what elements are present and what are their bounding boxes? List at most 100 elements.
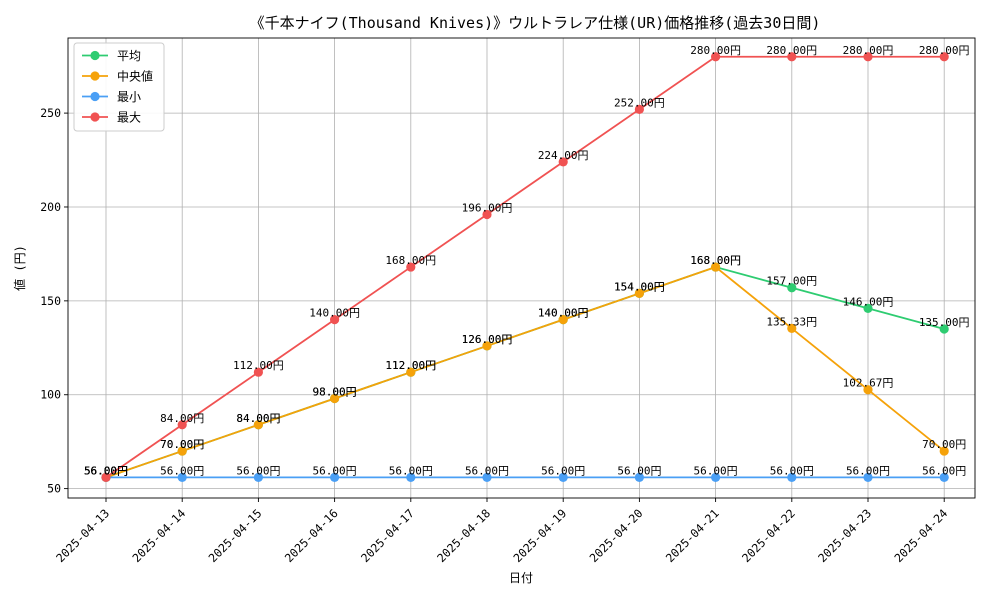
data-label: 56.00円 bbox=[84, 464, 128, 477]
data-label: 112.00円 bbox=[385, 359, 436, 372]
x-tick-label: 2025-04-16 bbox=[282, 506, 341, 565]
data-label: 56.00円 bbox=[313, 464, 357, 477]
data-point bbox=[330, 393, 340, 404]
legend-marker bbox=[90, 50, 100, 61]
x-tick-label: 2025-04-22 bbox=[739, 506, 798, 565]
data-label: 126.00円 bbox=[462, 333, 513, 346]
data-point bbox=[634, 288, 645, 298]
data-label: 112.00円 bbox=[385, 359, 436, 372]
data-point bbox=[177, 472, 187, 482]
data-point bbox=[253, 472, 263, 482]
x-tick-label: 2025-04-24 bbox=[891, 506, 950, 565]
data-label: 224.00円 bbox=[538, 149, 589, 162]
data-point bbox=[863, 385, 873, 395]
data-label: 280.00円 bbox=[690, 44, 741, 57]
data-label: 102.67円 bbox=[843, 377, 894, 390]
data-label: 56.00円 bbox=[770, 464, 814, 477]
data-label: 70.00円 bbox=[160, 438, 204, 451]
data-label: 157.00円 bbox=[766, 275, 817, 288]
series-line bbox=[105, 55, 945, 479]
data-point bbox=[863, 52, 873, 62]
legend-item: 最小 bbox=[82, 90, 141, 104]
data-label: 154.00円 bbox=[614, 280, 665, 293]
data-point bbox=[406, 367, 416, 377]
series-layer bbox=[101, 52, 949, 482]
data-point bbox=[482, 209, 492, 220]
legend-label: 最大 bbox=[117, 111, 141, 125]
legend-marker bbox=[90, 112, 100, 122]
legend-label: 最小 bbox=[117, 90, 141, 104]
x-tick-label: 2025-04-18 bbox=[434, 506, 493, 565]
data-label: 84.00円 bbox=[236, 412, 280, 425]
data-point bbox=[634, 104, 645, 114]
data-label: 56.00円 bbox=[236, 464, 280, 477]
x-tick-label: 2025-04-23 bbox=[815, 506, 874, 565]
data-point bbox=[634, 472, 645, 482]
data-point bbox=[330, 472, 340, 482]
x-axis-label: 日付 bbox=[509, 571, 533, 585]
data-label: 146.00円 bbox=[843, 295, 894, 308]
legend-marker bbox=[90, 91, 100, 102]
data-label: 56.00円 bbox=[465, 464, 509, 477]
data-point bbox=[406, 262, 416, 272]
data-label: 280.00円 bbox=[766, 44, 817, 57]
data-label: 126.00円 bbox=[462, 333, 513, 346]
x-tick-label: 2025-04-17 bbox=[358, 506, 417, 565]
data-label: 135.00円 bbox=[919, 316, 970, 329]
data-point bbox=[253, 367, 263, 377]
legend-box bbox=[73, 42, 165, 132]
data-label: 56.00円 bbox=[846, 464, 890, 477]
data-label: 70.00円 bbox=[160, 438, 204, 451]
data-point bbox=[711, 52, 721, 62]
data-point bbox=[863, 472, 873, 482]
data-point bbox=[711, 262, 721, 272]
data-label: 56.00円 bbox=[617, 464, 661, 477]
x-tick-label: 2025-04-15 bbox=[206, 506, 265, 565]
data-label: 56.00円 bbox=[84, 464, 128, 477]
series-1 bbox=[101, 262, 949, 482]
data-label: 84.00円 bbox=[160, 412, 204, 425]
y-tick-label: 50 bbox=[47, 482, 61, 496]
data-label: 56.00円 bbox=[694, 464, 738, 477]
data-label: 140.00円 bbox=[309, 307, 360, 320]
legend-item: 中央値 bbox=[82, 69, 153, 84]
data-point bbox=[711, 472, 721, 482]
data-point bbox=[558, 472, 568, 482]
data-point bbox=[787, 52, 797, 62]
series-line bbox=[105, 266, 945, 479]
data-point bbox=[787, 323, 797, 334]
data-label: 98.00円 bbox=[313, 385, 357, 398]
legend-item: 平均 bbox=[82, 49, 141, 63]
x-tick-label: 2025-04-14 bbox=[129, 506, 188, 565]
data-point bbox=[863, 303, 873, 313]
data-label: 98.00円 bbox=[313, 385, 357, 398]
data-label: 140.00円 bbox=[538, 307, 589, 320]
data-point bbox=[177, 446, 187, 456]
data-point bbox=[939, 324, 949, 334]
x-tick-label: 2025-04-19 bbox=[510, 506, 569, 565]
data-label: 140.00円 bbox=[538, 307, 589, 320]
data-point bbox=[939, 446, 949, 456]
y-tick-label: 200 bbox=[40, 200, 61, 214]
data-point bbox=[482, 472, 492, 482]
data-label: 168.00円 bbox=[690, 254, 741, 267]
data-point bbox=[406, 472, 416, 482]
data-point bbox=[558, 157, 568, 167]
series-line bbox=[105, 266, 945, 479]
legend-marker bbox=[90, 71, 100, 81]
y-axis-label: 値 (円) bbox=[12, 245, 27, 291]
data-point bbox=[787, 283, 797, 293]
data-label: 168.00円 bbox=[690, 254, 741, 267]
data-label: 56.00円 bbox=[84, 464, 128, 477]
data-label: 280.00円 bbox=[843, 44, 894, 57]
data-point bbox=[939, 472, 949, 482]
y-tick-label: 100 bbox=[40, 388, 61, 402]
grid bbox=[68, 38, 975, 498]
data-labels: 56.00円 70.00円 84.00円 98.00円 112.00円 126.00円 14… bbox=[84, 44, 970, 478]
legend-label: 平均 bbox=[117, 49, 141, 63]
data-label: 56.00円 bbox=[84, 464, 128, 477]
legend-item: 最大 bbox=[82, 111, 141, 125]
data-label: 84.00円 bbox=[236, 412, 280, 425]
legend-label: 中央値 bbox=[117, 69, 153, 84]
data-label: 70.00円 bbox=[922, 438, 966, 451]
